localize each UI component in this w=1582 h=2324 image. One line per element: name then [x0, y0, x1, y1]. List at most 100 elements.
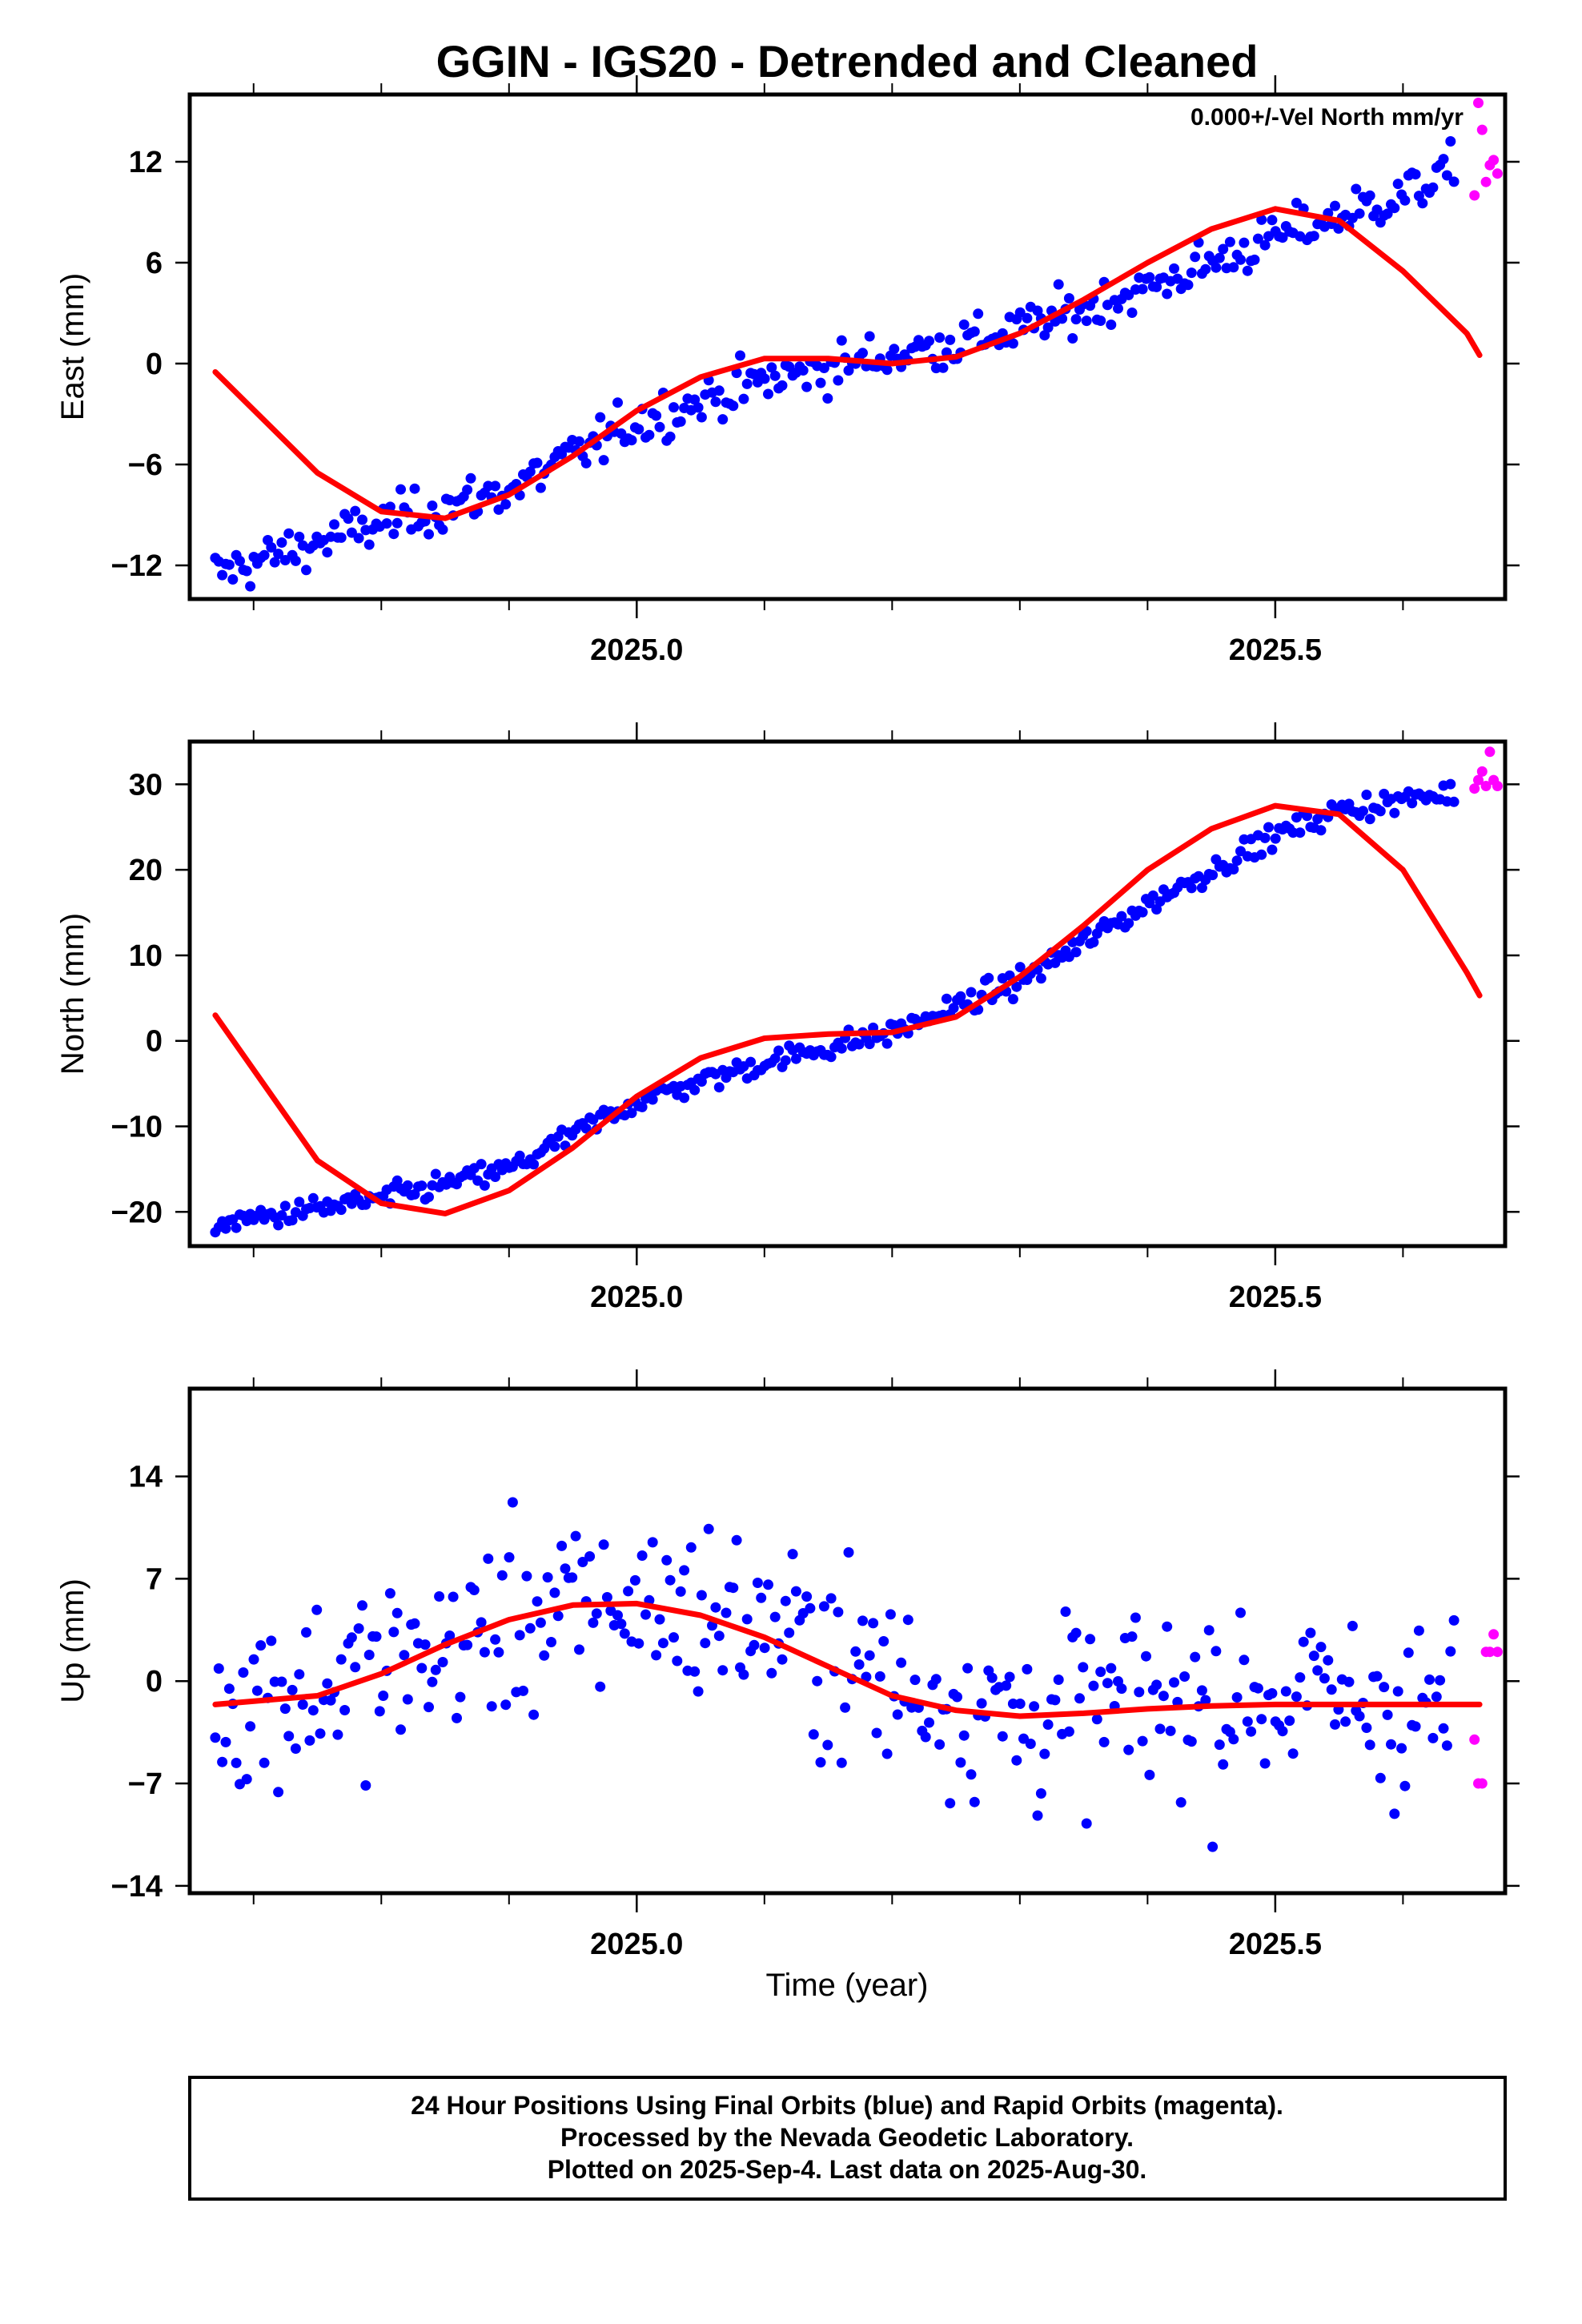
final-orbit-point — [546, 1637, 556, 1647]
final-orbit-point — [424, 1192, 434, 1203]
final-orbit-point — [696, 1076, 707, 1087]
final-orbit-point — [1137, 1735, 1148, 1747]
final-orbit-point — [1214, 1739, 1225, 1751]
final-orbit-point — [1116, 1683, 1127, 1695]
final-orbit-point — [283, 1731, 295, 1742]
rapid-orbit-point — [1476, 1778, 1488, 1789]
final-orbit-point — [238, 1667, 249, 1678]
final-orbit-point — [644, 429, 655, 440]
final-orbit-point — [1042, 1719, 1054, 1730]
final-orbit-point — [1431, 1691, 1442, 1703]
final-orbit-point — [966, 987, 977, 998]
final-orbit-point — [1137, 283, 1148, 295]
final-orbit-point — [1162, 1621, 1173, 1632]
rapid-orbit-point — [1469, 190, 1480, 201]
final-orbit-point — [1085, 1634, 1096, 1645]
final-orbit-point — [1154, 1723, 1166, 1735]
final-orbit-point — [665, 1574, 676, 1586]
final-orbit-point — [245, 581, 256, 592]
final-orbit-point — [787, 1549, 798, 1560]
final-orbit-point — [700, 1638, 711, 1649]
y-tick-label: 30 — [129, 768, 163, 802]
up-panel: 2025.0 2025.5 −14 −7 0 7 14 Up (mm) — [55, 1369, 1520, 1961]
final-orbit-point — [444, 1630, 456, 1641]
final-orbit-point — [297, 1699, 308, 1710]
final-orbit-point — [532, 457, 543, 468]
rapid-orbit-point — [1476, 124, 1488, 135]
final-orbit-point — [584, 1551, 596, 1562]
final-orbit-point — [1134, 1687, 1145, 1698]
final-orbit-point — [580, 1123, 592, 1134]
final-orbit-point — [357, 1600, 367, 1611]
final-orbit-point — [983, 972, 994, 983]
final-orbit-point — [1057, 313, 1068, 324]
final-orbit-point — [745, 1056, 757, 1068]
final-orbit-point — [790, 1053, 801, 1064]
final-orbit-point — [266, 1635, 277, 1647]
final-orbit-point — [850, 1646, 861, 1657]
final-orbit-point — [636, 1550, 648, 1561]
final-orbit-point — [1158, 1691, 1169, 1702]
final-orbit-point — [539, 1650, 550, 1661]
final-orbit-point — [1435, 1675, 1446, 1686]
final-orbit-point — [311, 1604, 323, 1615]
final-orbit-point — [1081, 1818, 1092, 1829]
final-orbit-point — [818, 1601, 829, 1612]
final-orbit-point — [1126, 308, 1138, 318]
y-tick-label: −10 — [111, 1111, 163, 1144]
final-orbit-point — [741, 378, 753, 389]
velocity-annotation: 0.000+/-Vel North mm/yr — [1191, 104, 1464, 131]
final-orbit-point — [346, 1632, 357, 1643]
final-orbit-point — [391, 1607, 403, 1618]
final-orbit-point — [934, 1739, 946, 1750]
final-orbit-point — [1445, 1646, 1456, 1657]
final-orbit-point — [769, 1053, 781, 1064]
final-orbit-point — [1354, 1711, 1365, 1722]
final-orbit-point — [595, 1681, 606, 1692]
final-orbit-point — [616, 1618, 627, 1630]
final-orbit-point — [1022, 312, 1033, 324]
final-orbit-point — [874, 1671, 885, 1682]
final-orbit-point — [493, 1647, 504, 1658]
final-orbit-point — [1354, 208, 1365, 219]
final-orbit-point — [1060, 1606, 1071, 1617]
final-orbit-point — [1445, 778, 1456, 790]
y-tick-label: −6 — [128, 448, 163, 482]
final-orbit-point — [290, 1743, 301, 1754]
model-curve — [212, 802, 1483, 1216]
final-orbit-point — [693, 1686, 704, 1697]
final-orbit-point — [1014, 307, 1026, 318]
final-orbit-point — [259, 549, 270, 561]
final-orbit-point — [853, 1039, 865, 1050]
final-orbit-point — [1001, 1680, 1012, 1691]
final-orbit-point — [1231, 855, 1243, 866]
final-orbit-point — [588, 1617, 599, 1628]
final-orbit-point — [1291, 197, 1302, 208]
final-orbit-point — [1417, 198, 1428, 209]
final-orbit-point — [1295, 827, 1306, 838]
final-orbit-point — [1144, 271, 1155, 283]
final-orbit-point — [721, 1607, 732, 1618]
final-orbit-point — [1190, 251, 1201, 263]
final-orbit-point — [713, 1630, 725, 1642]
final-orbit-point — [307, 1192, 319, 1204]
final-orbit-point — [399, 1650, 410, 1661]
final-orbit-point — [808, 1729, 819, 1740]
final-orbit-point — [1081, 316, 1092, 327]
final-orbit-point — [769, 1611, 781, 1622]
final-orbit-point — [1239, 237, 1250, 248]
final-orbit-point — [797, 365, 809, 376]
final-orbit-point — [801, 1591, 813, 1602]
final-orbit-point — [210, 1732, 221, 1743]
rapid-orbit-point — [1488, 155, 1500, 166]
final-orbit-point — [500, 1699, 512, 1711]
final-orbit-point — [556, 1540, 568, 1551]
final-orbit-point — [1162, 288, 1173, 300]
final-orbit-point — [930, 1674, 942, 1685]
final-orbit-point — [335, 1654, 347, 1665]
final-orbit-point — [420, 1639, 431, 1651]
final-orbit-point — [1295, 1672, 1306, 1683]
final-orbit-point — [245, 1721, 256, 1732]
final-orbit-point — [1379, 1682, 1390, 1693]
final-orbit-point — [1252, 233, 1263, 244]
